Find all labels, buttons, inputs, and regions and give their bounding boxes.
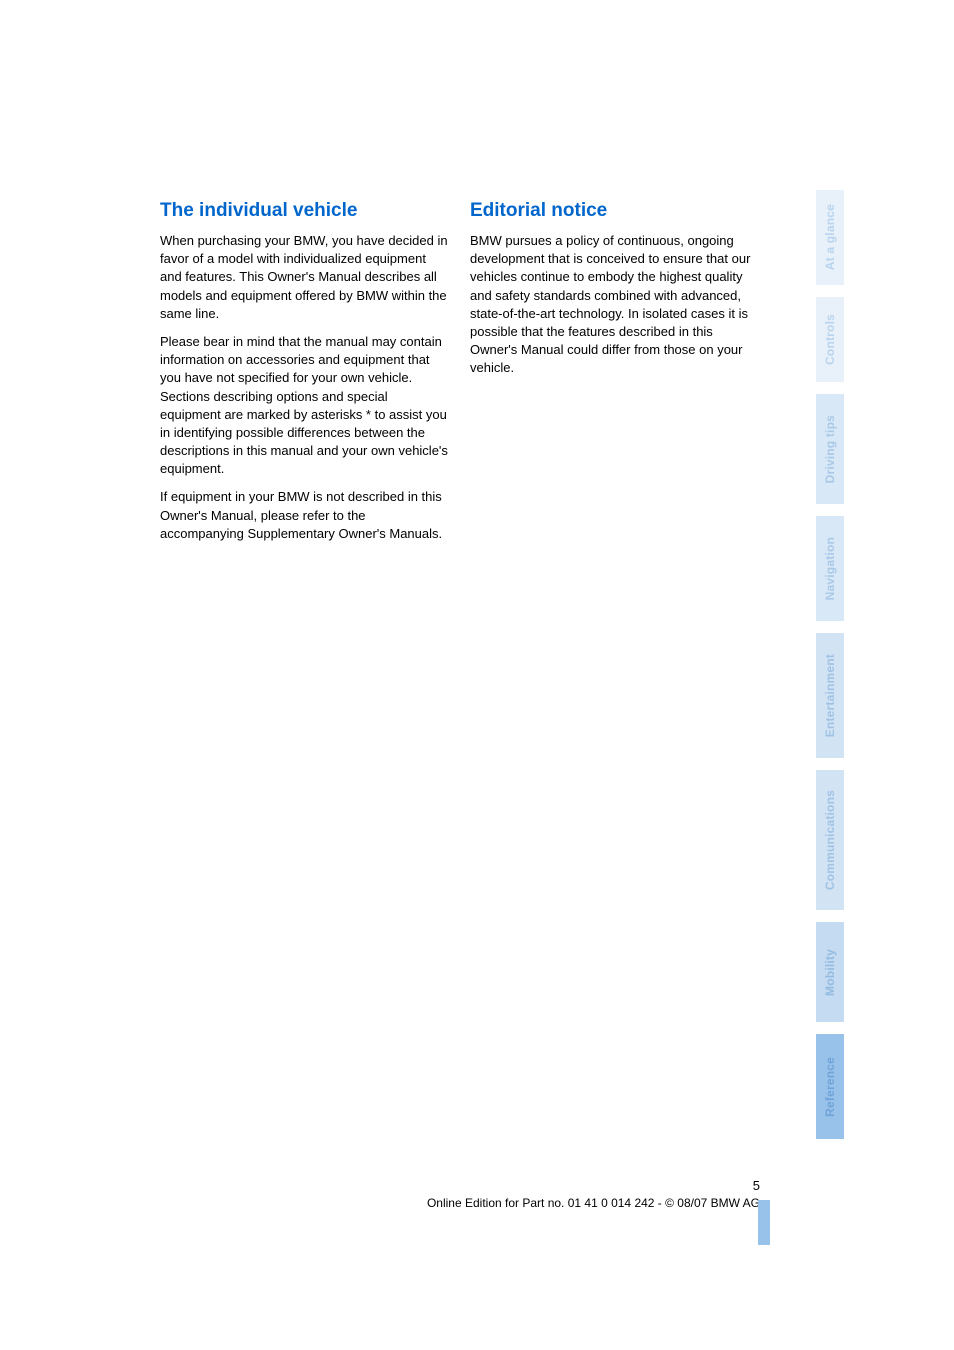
side-tab-label: Navigation xyxy=(823,537,837,600)
side-tab-entertainment[interactable]: Entertainment xyxy=(816,633,844,758)
side-tab-communications[interactable]: Communications xyxy=(816,770,844,910)
left-paragraph-1: When purchasing your BMW, you have decid… xyxy=(160,232,450,323)
page: The individual vehicle When purchasing y… xyxy=(0,0,954,1350)
side-tab-label: At a glance xyxy=(823,204,837,270)
side-tab-controls[interactable]: Controls xyxy=(816,297,844,382)
left-heading: The individual vehicle xyxy=(160,200,450,222)
footer-copyright: Online Edition for Part no. 01 41 0 014 … xyxy=(160,1196,760,1210)
side-tab-label: Driving tips xyxy=(823,415,837,483)
side-tab-label: Mobility xyxy=(823,949,837,996)
side-tab-navigation[interactable]: Navigation xyxy=(816,516,844,621)
left-paragraph-2: Please bear in mind that the manual may … xyxy=(160,333,450,479)
side-tabs: At a glance Controls Driving tips Navigatio… xyxy=(816,190,844,1151)
side-tab-label: Communications xyxy=(823,790,837,890)
side-tab-label: Entertainment xyxy=(823,654,837,737)
side-tab-mobility[interactable]: Mobility xyxy=(816,922,844,1022)
left-paragraph-3: If equipment in your BMW is not describe… xyxy=(160,488,450,543)
right-heading: Editorial notice xyxy=(470,200,760,222)
side-tab-reference[interactable]: Reference xyxy=(816,1034,844,1139)
side-tab-at-a-glance[interactable]: At a glance xyxy=(816,190,844,285)
side-tab-driving-tips[interactable]: Driving tips xyxy=(816,394,844,504)
side-tab-label: Controls xyxy=(823,314,837,365)
right-column: Editorial notice BMW pursues a policy of… xyxy=(470,200,760,553)
side-tab-label: Reference xyxy=(823,1057,837,1117)
footer-accent-bar xyxy=(758,1200,770,1245)
footer: 5 Online Edition for Part no. 01 41 0 01… xyxy=(160,1178,760,1210)
page-number: 5 xyxy=(160,1178,760,1193)
content-area: The individual vehicle When purchasing y… xyxy=(160,200,760,553)
left-column: The individual vehicle When purchasing y… xyxy=(160,200,450,553)
right-paragraph-1: BMW pursues a policy of continuous, ongo… xyxy=(470,232,760,378)
